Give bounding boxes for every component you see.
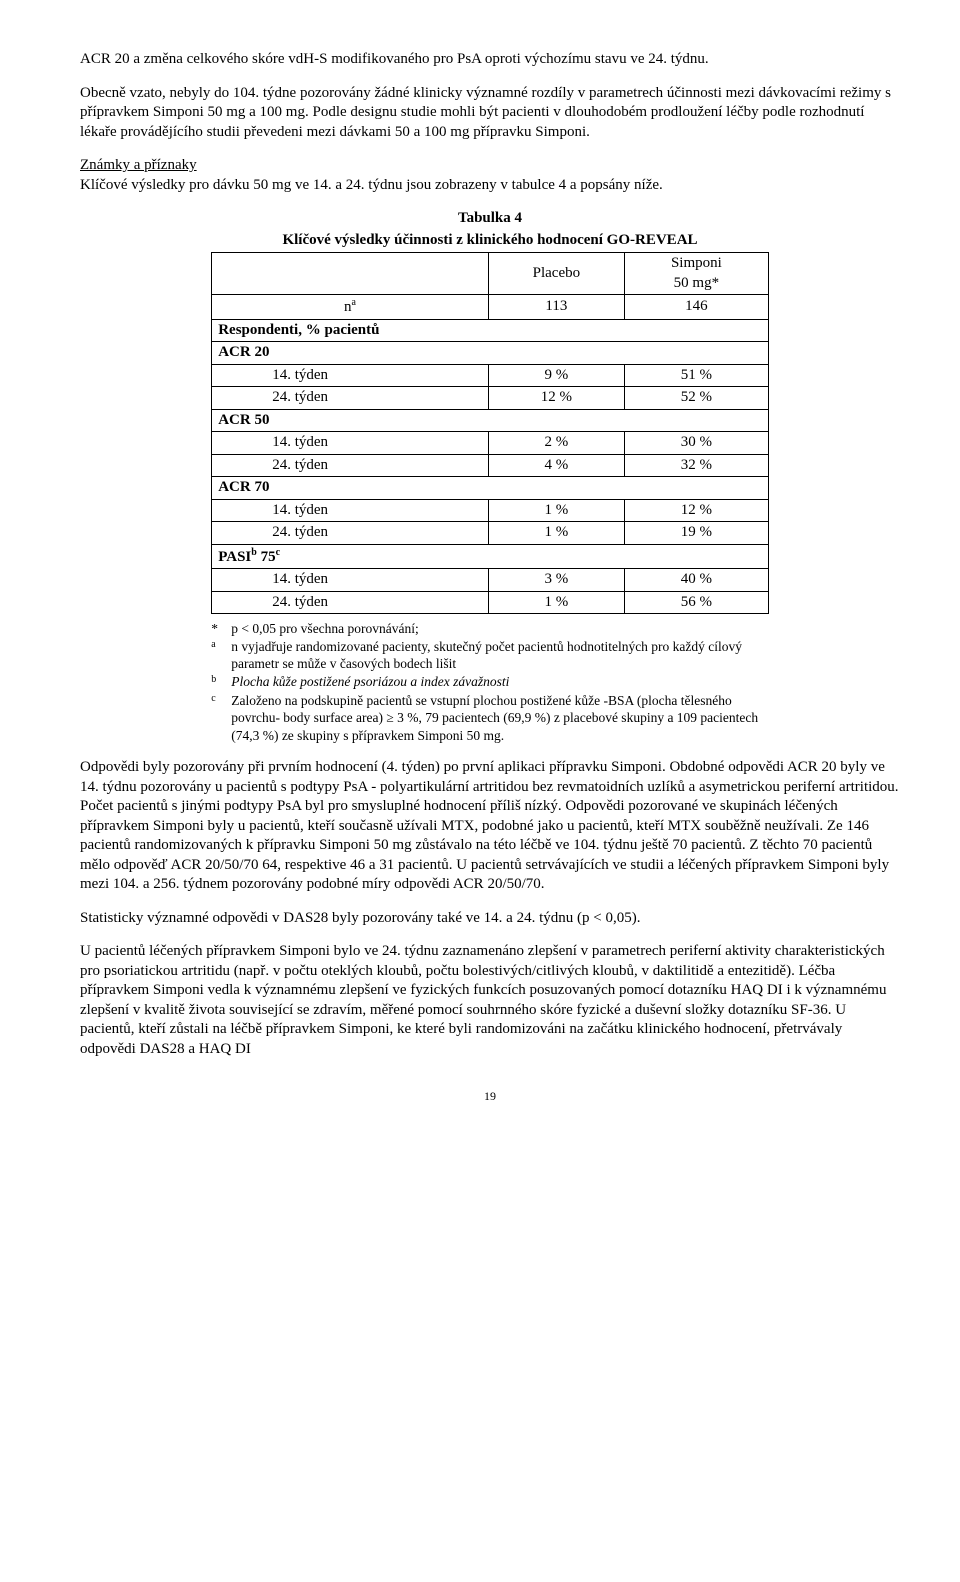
- table-row: 24. týden 1 % 56 %: [212, 591, 769, 614]
- table-row: ACR 70: [212, 477, 769, 500]
- table-row: Respondenti, % pacientů: [212, 319, 769, 342]
- table-row: 24. týden 4 % 32 %: [212, 454, 769, 477]
- page-number: 19: [80, 1089, 900, 1105]
- para-6: U pacientů léčených přípravkem Simponi b…: [80, 942, 900, 1059]
- para-4: Odpovědi byly pozorovány při prvním hodn…: [80, 758, 900, 895]
- table-row: 14. týden 2 % 30 %: [212, 432, 769, 455]
- table-row: 14. týden 9 % 51 %: [212, 364, 769, 387]
- para-2: Obecně vzato, nebyly do 104. týdne pozor…: [80, 84, 900, 143]
- para-1: ACR 20 a změna celkového skóre vdH-S mod…: [80, 50, 900, 70]
- table-title-2: Klíčové výsledky účinnosti z klinického …: [80, 231, 900, 251]
- table-row: Placebo Simponi 50 mg*: [212, 253, 769, 295]
- table-row: ACR 20: [212, 342, 769, 365]
- table-row: 14. týden 3 % 40 %: [212, 569, 769, 592]
- table-row: ACR 50: [212, 409, 769, 432]
- section-heading: Známky a příznaky: [80, 157, 197, 173]
- table-row: 24. týden 12 % 52 %: [212, 387, 769, 410]
- para-3: Známky a příznaky Klíčové výsledky pro d…: [80, 156, 900, 195]
- para-5: Statisticky významné odpovědi v DAS28 by…: [80, 909, 900, 929]
- table-title-1: Tabulka 4: [80, 209, 900, 229]
- table-row: PASIb 75c: [212, 544, 769, 569]
- table-row: 14. týden 1 % 12 %: [212, 499, 769, 522]
- para-3-body: Klíčové výsledky pro dávku 50 mg ve 14. …: [80, 177, 663, 193]
- table-footnotes: *p < 0,05 pro všechna porovnávání; an vy…: [211, 620, 769, 744]
- efficacy-table: Placebo Simponi 50 mg* na 113 146 Respon…: [211, 252, 769, 614]
- table-row: na 113 146: [212, 295, 769, 320]
- table-row: 24. týden 1 % 19 %: [212, 522, 769, 545]
